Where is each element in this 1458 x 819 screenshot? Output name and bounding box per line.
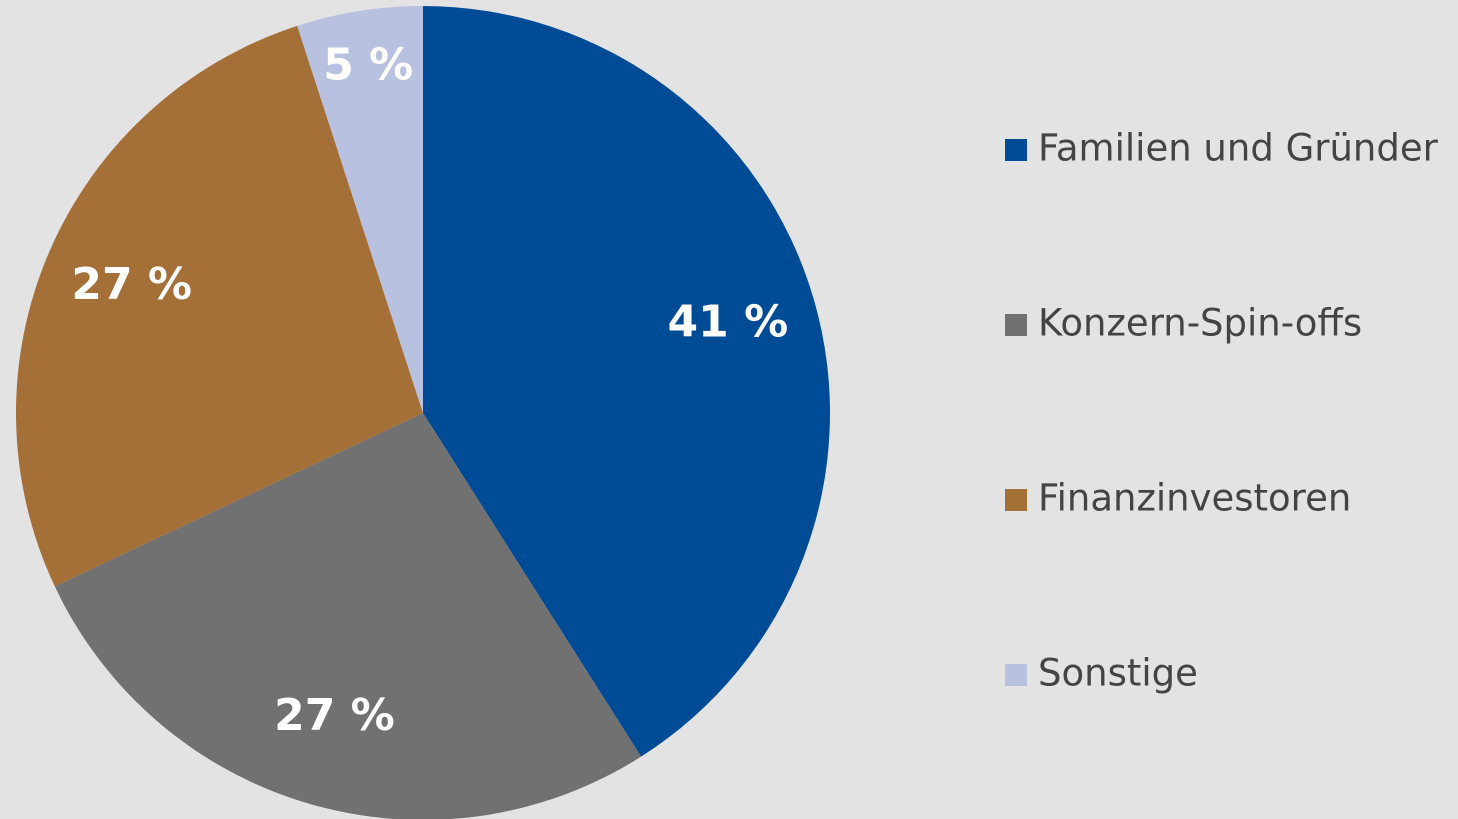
pie-slice xyxy=(423,6,830,757)
pie-slice xyxy=(297,6,423,413)
legend-swatch xyxy=(1005,139,1027,161)
value-label: 27 % xyxy=(274,690,395,741)
legend-label: Konzern-Spin-offs xyxy=(1038,302,1362,345)
pie-slice xyxy=(54,413,642,819)
value-label: 27 % xyxy=(71,259,192,310)
legend-swatch xyxy=(1005,314,1027,336)
legend-label: Familien und Gründer xyxy=(1038,127,1439,170)
pie-slice xyxy=(16,25,423,587)
legend-swatch xyxy=(1005,664,1027,686)
legend-label: Sonstige xyxy=(1038,652,1198,695)
value-label: 41 % xyxy=(668,296,789,347)
value-label: 5 % xyxy=(323,39,413,90)
legend-label: Finanzinvestoren xyxy=(1038,477,1351,520)
legend-swatch xyxy=(1005,489,1027,511)
